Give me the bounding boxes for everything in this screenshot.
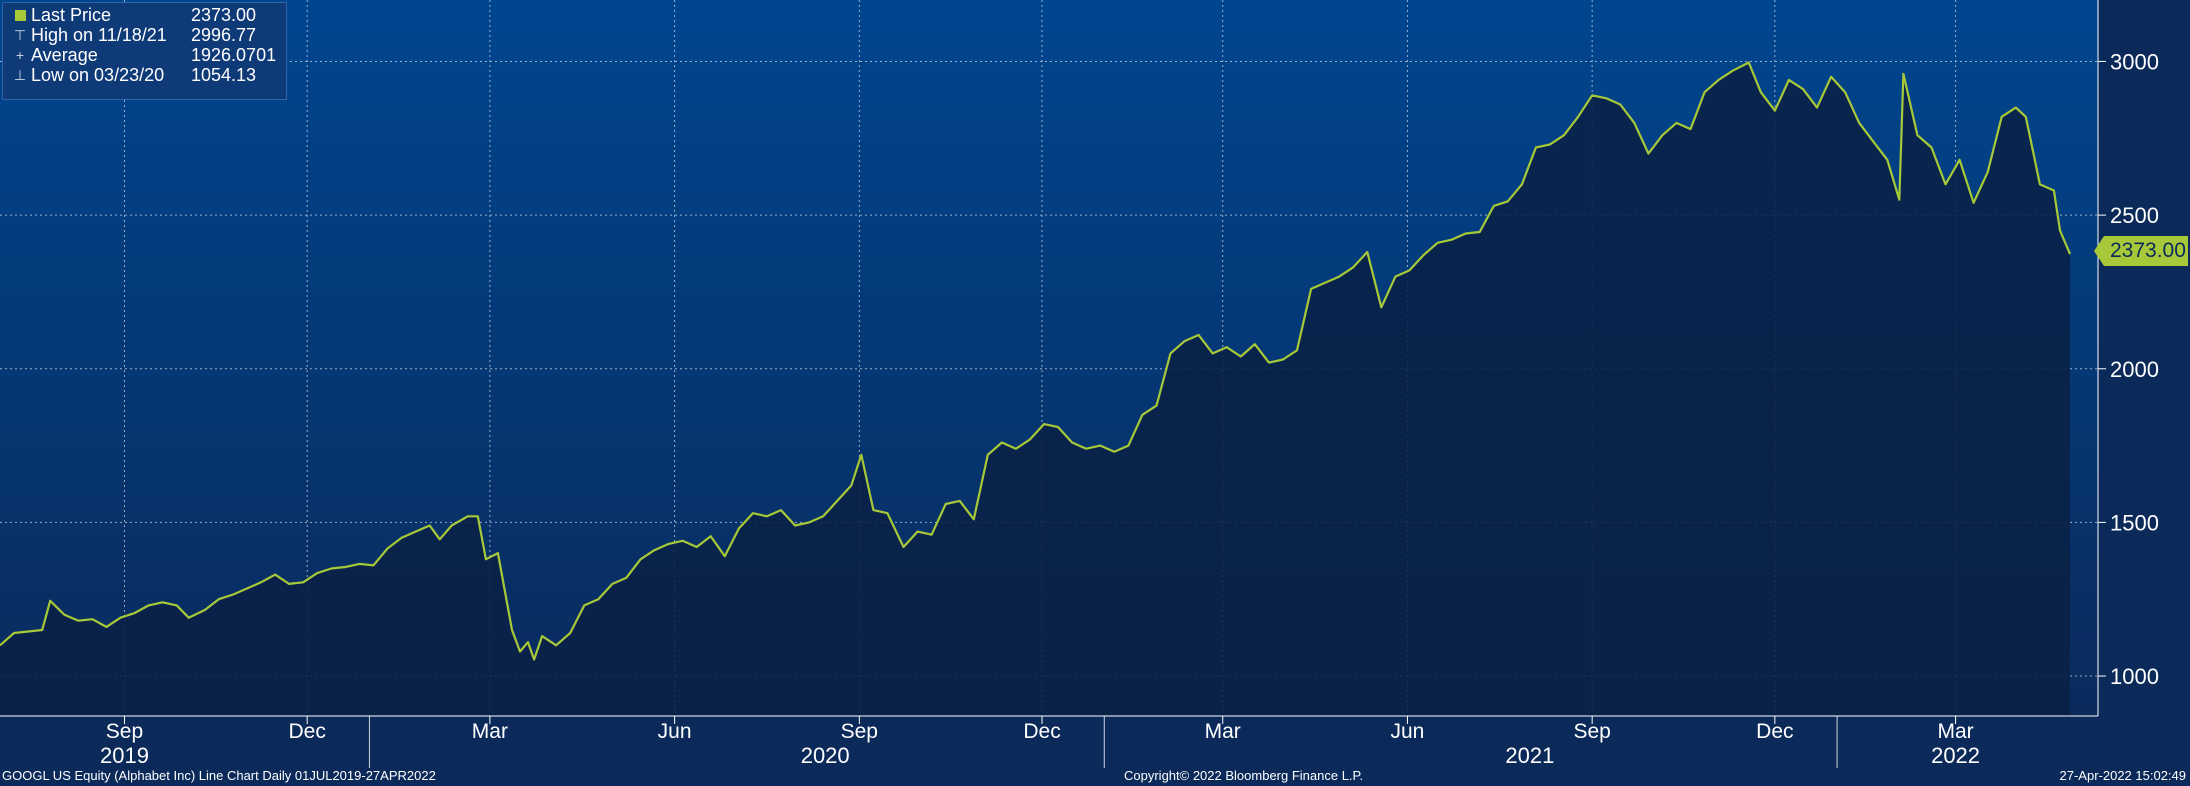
average-marker-icon: + (15, 47, 25, 63)
footer-timestamp: 27-Apr-2022 15:02:49 (2059, 768, 2186, 783)
x-tick-label: Sep (106, 720, 143, 743)
legend-label: High on 11/18/21 (31, 25, 167, 45)
series-area-last-price (0, 62, 2070, 716)
low-marker-icon: ⊥ (13, 67, 27, 83)
square-icon (15, 9, 26, 21)
chart-legend: Last Price 2373.00 ⊤ High on 11/18/21 29… (2, 2, 287, 100)
year-label: 2019 (100, 743, 149, 768)
x-tick-label: Sep (1573, 720, 1610, 743)
legend-item-low: ⊥ Low on 03/23/20 1054.13 (9, 65, 280, 85)
x-tick-label: Jun (1391, 720, 1425, 743)
y-tick-label: 1500 (2110, 510, 2159, 535)
y-tick-label: 3000 (2110, 49, 2159, 74)
y-tick-label: 1000 (2110, 664, 2159, 689)
footer-copyright: Copyright© 2022 Bloomberg Finance L.P. (1124, 768, 1364, 783)
year-label: 2020 (801, 743, 850, 768)
legend-label: Low on 03/23/20 (31, 65, 165, 85)
x-tick-label: Sep (841, 720, 878, 743)
high-marker-icon: ⊤ (13, 27, 27, 43)
y-tick-label: 2000 (2110, 357, 2159, 382)
legend-item-high: ⊤ High on 11/18/21 2996.77 (9, 25, 280, 45)
legend-item-last-price: Last Price 2373.00 (9, 5, 280, 25)
legend-value: 1926.0701 (191, 45, 277, 65)
year-label: 2022 (1931, 743, 1980, 768)
legend-value: 1054.13 (191, 65, 257, 85)
x-tick-label: Jun (658, 720, 692, 743)
legend-value: 2373.00 (191, 5, 257, 25)
x-tick-label: Dec (1756, 720, 1793, 743)
x-tick-label: Dec (289, 720, 326, 743)
footer-security: GOOGL US Equity (Alphabet Inc) Line Char… (2, 768, 436, 783)
x-tick-label: Mar (1205, 720, 1241, 743)
y-axis-background (2098, 0, 2190, 716)
y-tick-label: 2500 (2110, 203, 2159, 228)
year-label: 2021 (1505, 743, 1554, 768)
x-tick-label: Mar (1937, 720, 1973, 743)
axis-background (0, 716, 2190, 786)
x-tick-label: Dec (1023, 720, 1060, 743)
legend-label: Last Price (31, 5, 112, 25)
x-tick-label: Mar (472, 720, 508, 743)
legend-value: 2996.77 (191, 25, 257, 45)
legend-label: Average (31, 45, 98, 65)
last-price-tag: 2373.00 (2094, 236, 2188, 266)
legend-item-average: + Average 1926.0701 (9, 45, 280, 65)
series-line-last-price (0, 61, 2072, 661)
